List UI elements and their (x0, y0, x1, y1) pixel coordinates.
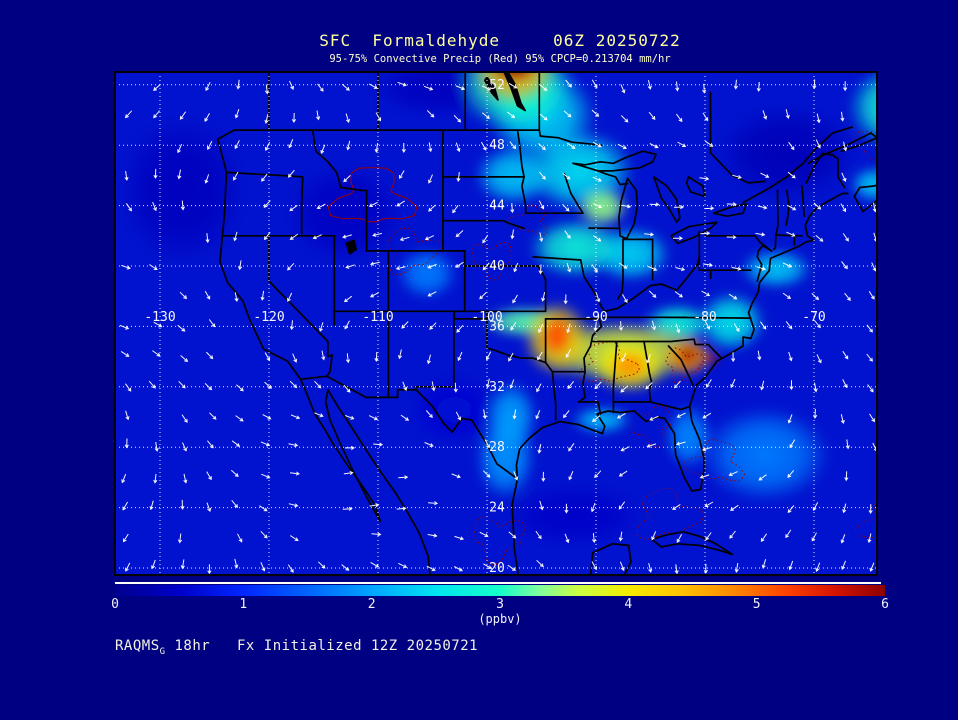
svg-text:36: 36 (489, 319, 505, 334)
model-run-caption: RAQMSG 18hr Fx Initialized 12Z 20250721 (115, 638, 478, 657)
svg-text:20: 20 (489, 561, 505, 575)
svg-text:-130: -130 (144, 310, 175, 325)
svg-text:48: 48 (489, 138, 505, 153)
colorbar-gradient (115, 585, 885, 596)
colorbar-ticks: 0 1 2 3 4 5 6 (111, 597, 889, 613)
colorbar-tick: 4 (624, 597, 633, 612)
colorbar-tick: 2 (367, 597, 376, 612)
svg-text:-120: -120 (253, 310, 284, 325)
colorbar-topline (115, 582, 881, 584)
latlon-gridlines (115, 72, 877, 575)
heatmap-svg: 52 48 44 40 36 32 28 24 20 -130 -120 -110 -100 -90 -80… (115, 72, 877, 575)
svg-text:24: 24 (489, 501, 505, 516)
model-subscript: G (159, 646, 166, 657)
chart-subtitle: 95-75% Convective Precip (Red) 95% CPCP=… (329, 53, 671, 65)
run-caption-text: 18hr Fx Initialized 12Z 20250721 (165, 638, 479, 654)
colorbar-tick: 3 (496, 597, 504, 612)
map-plot: 52 48 44 40 36 32 28 24 20 -130 -120 -110 -100 -90 -80… (114, 71, 878, 576)
wind-vectors (119, 79, 877, 575)
colorbar: 0 1 2 3 4 5 6 (ppbv) (111, 582, 889, 627)
latlon-labels: 52 48 44 40 36 32 28 24 20 -130 -120 -110 -100 -90 -80… (144, 78, 877, 575)
colorbar-tick: 1 (239, 597, 248, 612)
formaldehyde-heatmap-blobs (116, 72, 877, 548)
colorbar-tick: 0 (111, 597, 119, 612)
svg-text:28: 28 (489, 440, 505, 455)
svg-text:-110: -110 (362, 310, 393, 325)
svg-text:-60: -60 (874, 310, 877, 325)
svg-text:40: 40 (489, 259, 505, 274)
convective-precip-contours (327, 130, 877, 566)
colorbar-unit-label: (ppbv) (478, 612, 522, 626)
svg-text:44: 44 (489, 199, 505, 214)
plot-frame (115, 72, 877, 575)
svg-text:-70: -70 (802, 310, 825, 325)
colorbar-tick: 6 (881, 597, 889, 612)
model-name: RAQMS (115, 638, 160, 654)
svg-text:-100: -100 (471, 310, 502, 325)
svg-text:-80: -80 (693, 310, 716, 325)
chart-title: SFC Formaldehyde 06Z 20250722 (319, 31, 681, 50)
colorbar-tick: 5 (752, 597, 761, 612)
svg-text:-90: -90 (584, 310, 607, 325)
svg-text:52: 52 (489, 78, 505, 93)
svg-text:32: 32 (489, 380, 505, 395)
